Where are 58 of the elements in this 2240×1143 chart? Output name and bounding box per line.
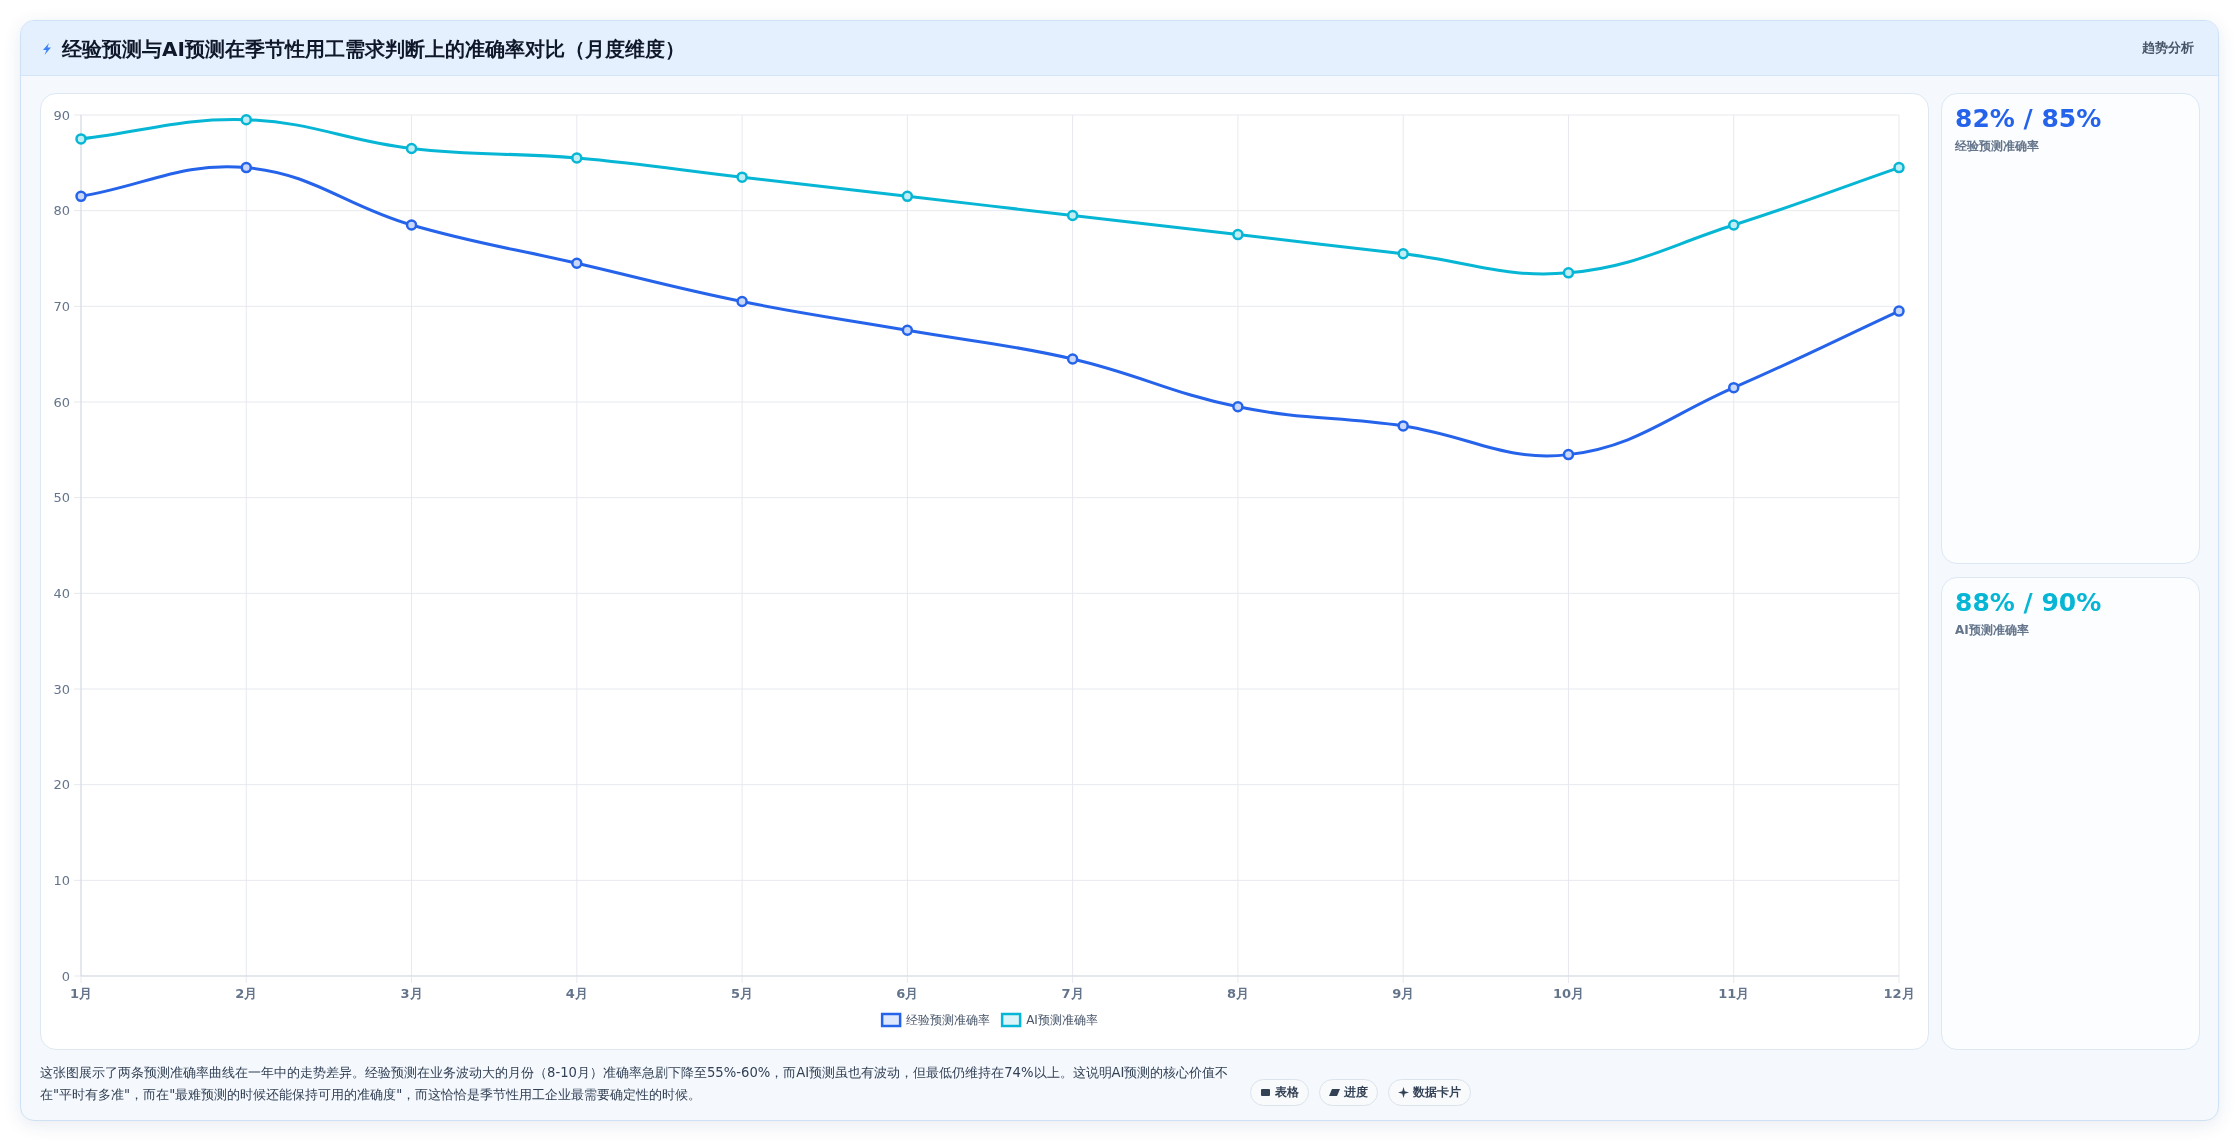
point — [736, 171, 748, 183]
point — [1397, 247, 1409, 260]
point — [1562, 267, 1575, 279]
point — [1066, 209, 1079, 222]
y-tick-label: 0 — [61, 968, 70, 984]
y-tick-label: 60 — [53, 394, 70, 410]
point — [736, 295, 748, 308]
x-tick-label: 2月 — [235, 985, 258, 1001]
point — [405, 219, 418, 231]
text: 82% / 85% — [1955, 103, 2102, 135]
point — [571, 257, 583, 270]
point — [1727, 219, 1740, 231]
point — [1893, 305, 1905, 317]
x-tick-label: 3月 — [400, 985, 423, 1001]
x-tick-label: 8月 — [1226, 985, 1249, 1001]
text: 88% / 90% — [1955, 587, 2102, 619]
x-tick-label: 12月 — [1883, 985, 1915, 1001]
x-tick-label: 10月 — [1552, 985, 1584, 1001]
point — [1397, 420, 1409, 432]
point — [1232, 228, 1244, 241]
point — [405, 142, 418, 155]
point — [901, 190, 914, 203]
point — [901, 324, 914, 336]
y-tick-label: 70 — [53, 298, 70, 314]
x-tick-label: 11月 — [1718, 985, 1750, 1001]
button: 进度 — [1319, 1079, 1378, 1106]
text: 趋势分析 — [2142, 39, 2194, 57]
button: 数据卡片 — [1388, 1079, 1471, 1106]
legend-label: 经验预测准确率 — [906, 1013, 991, 1028]
point — [1232, 401, 1244, 413]
y-tick-label: 40 — [53, 585, 70, 601]
y-tick-label: 20 — [53, 777, 70, 793]
point — [75, 133, 87, 145]
point — [1727, 381, 1740, 394]
y-tick-label: 50 — [53, 490, 70, 506]
point — [75, 190, 87, 203]
legend-label: AI预测准确率 — [1026, 1013, 1098, 1028]
point — [1893, 161, 1905, 174]
y-tick-label: 10 — [53, 872, 70, 888]
x-tick-label: 6月 — [896, 985, 919, 1001]
x-tick-label: 7月 — [1061, 985, 1084, 1001]
y-tick-label: 80 — [53, 203, 70, 219]
point — [240, 161, 253, 174]
x-tick-label: 4月 — [565, 985, 588, 1001]
text: 这张图展示了两条预测准确率曲线在一年中的走势差异。经验预测在业务波动大的月份（8-10月）准确率急剧下降至55%-60%，而AI预测虽也有波动，但最低仍维持在74%以上。这说明AI预测的核心价值不在"平时有多准"，而在"最难预测的时候还能保持可用的准确度"，而这恰恰是季节性用工企业最需要确定性的时候。 — [40, 1064, 1230, 1104]
x-tick-label: 5月 — [731, 985, 754, 1001]
point — [240, 114, 253, 126]
button: 表格 — [1250, 1079, 1309, 1106]
point — [1066, 353, 1079, 365]
text: AI预测准确率 — [1955, 622, 2029, 638]
point — [1562, 448, 1575, 461]
y-tick-label: 30 — [53, 681, 70, 697]
text: 经验预测准确率 — [1955, 138, 2039, 154]
x-tick-label: 9月 — [1392, 985, 1415, 1001]
chart-title: 经验预测与AI预测在季节性用工需求判断上的准确率对比（月度维度） — [62, 36, 685, 63]
point — [571, 152, 583, 164]
x-tick-label: 1月 — [69, 985, 93, 1001]
y-tick-label: 90 — [53, 107, 70, 123]
